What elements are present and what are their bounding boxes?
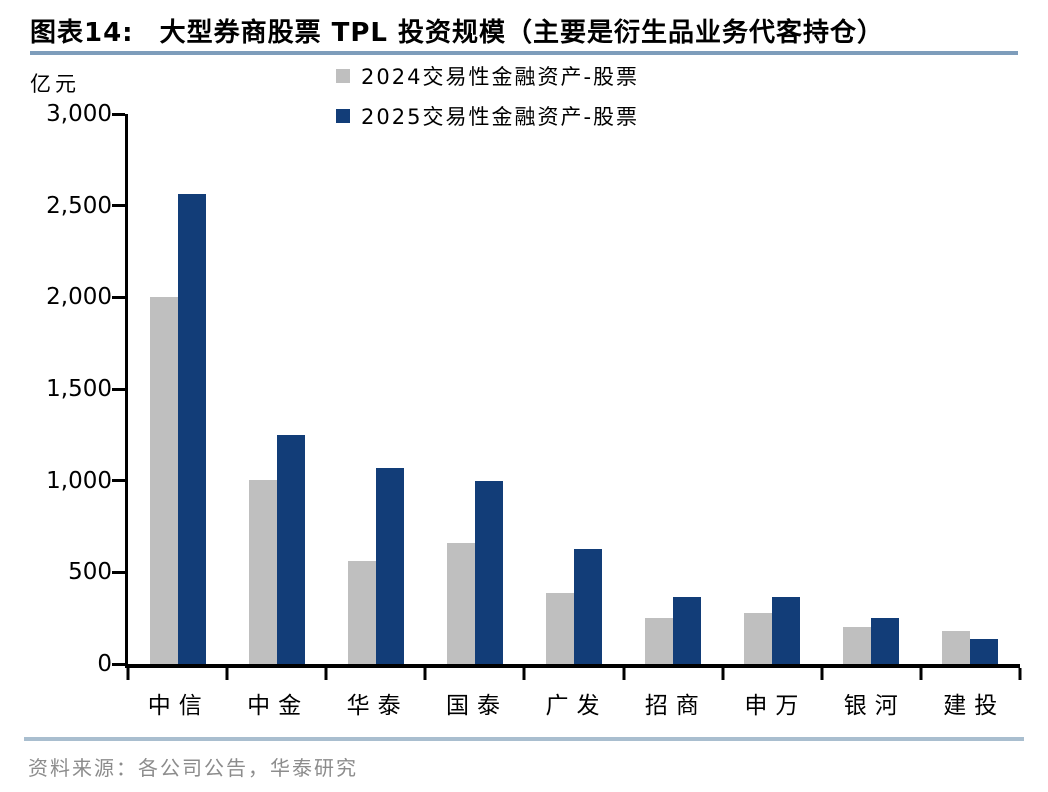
bar-group-广发 bbox=[524, 114, 623, 664]
x-tick-mark bbox=[919, 668, 923, 680]
bar-2024-招商 bbox=[645, 618, 674, 664]
y-axis-unit-label: 亿元 bbox=[30, 72, 80, 96]
y-tick-label: 0 bbox=[97, 651, 112, 677]
figure-title-text: 大型券商股票 TPL 投资规模（主要是衍生品业务代客持仓） bbox=[159, 18, 885, 48]
bar-2025-银河 bbox=[871, 618, 900, 664]
y-tick-label: 1,000 bbox=[46, 467, 112, 494]
bar-group-国泰 bbox=[425, 114, 524, 664]
y-tick-label: 500 bbox=[68, 559, 112, 586]
bar-2025-中金 bbox=[276, 434, 305, 664]
x-tick-mark bbox=[721, 668, 725, 680]
bar-2025-招商 bbox=[673, 597, 702, 664]
bar-group-建投 bbox=[921, 114, 1020, 664]
chart-legend: 2024交易性金融资产-股票 2025交易性金融资产-股票 bbox=[336, 60, 639, 131]
x-category-label-申万: 申万 bbox=[744, 693, 807, 719]
bar-group-银河 bbox=[822, 114, 921, 664]
y-tick-mark bbox=[112, 479, 125, 483]
x-tick-mark bbox=[423, 668, 427, 680]
legend-swatch-2025-icon bbox=[336, 108, 350, 123]
legend-item-2024: 2024交易性金融资产-股票 bbox=[336, 60, 639, 91]
x-category-label-国泰: 国泰 bbox=[446, 693, 509, 719]
source-text: 资料来源：各公司公告，华泰研究 bbox=[28, 756, 358, 780]
bar-2024-银河 bbox=[843, 627, 872, 664]
bar-2025-国泰 bbox=[474, 480, 503, 664]
y-tick-mark bbox=[112, 295, 125, 299]
x-tick-mark bbox=[1018, 668, 1022, 680]
y-tick-mark bbox=[112, 204, 125, 208]
y-tick-label: 3,000 bbox=[46, 101, 112, 127]
bar-2024-建投 bbox=[942, 631, 971, 664]
bar-2024-中信 bbox=[149, 297, 178, 664]
figure-label: 图表14: bbox=[30, 18, 134, 48]
bar-group-招商 bbox=[624, 114, 723, 664]
y-axis-tick-labels: 0 500 1,000 1,500 2,000 2,500 3,000 bbox=[14, 101, 112, 677]
bar-groups bbox=[128, 114, 1020, 664]
bar-group-申万 bbox=[723, 114, 822, 664]
bar-2025-华泰 bbox=[375, 467, 404, 664]
x-category-label-中信: 中信 bbox=[147, 693, 210, 719]
legend-label-2025: 2025交易性金融资产-股票 bbox=[361, 104, 640, 129]
bar-group-中金 bbox=[227, 114, 326, 664]
bar-2025-建投 bbox=[970, 639, 999, 664]
bar-2025-申万 bbox=[772, 597, 801, 664]
bar-2025-广发 bbox=[573, 548, 602, 664]
footer-rule bbox=[24, 737, 1024, 741]
legend-swatch-2024-icon bbox=[336, 68, 350, 83]
y-tick-mark bbox=[112, 112, 125, 116]
bar-2024-华泰 bbox=[347, 561, 376, 664]
x-category-label-建投: 建投 bbox=[943, 693, 1006, 719]
figure-title: 图表14: 大型券商股票 TPL 投资规模（主要是衍生品业务代客持仓） bbox=[30, 12, 1020, 49]
y-tick-mark bbox=[112, 662, 125, 666]
x-category-label-银河: 银河 bbox=[843, 693, 906, 719]
bar-group-中信 bbox=[128, 114, 227, 664]
x-axis-category-labels: 中信 中金 华泰 国泰 广发 招商 申万 银河 建投 bbox=[125, 686, 1020, 720]
x-tick-mark bbox=[225, 668, 229, 680]
bar-2024-国泰 bbox=[446, 543, 475, 664]
bar-2024-广发 bbox=[545, 593, 574, 664]
bar-2024-申万 bbox=[744, 612, 773, 664]
x-tick-mark bbox=[324, 668, 328, 680]
bar-group-华泰 bbox=[326, 114, 425, 664]
bar-2024-中金 bbox=[248, 479, 277, 664]
y-tick-mark bbox=[112, 570, 125, 574]
x-tick-mark bbox=[522, 668, 526, 680]
legend-label-2024: 2024交易性金融资产-股票 bbox=[361, 64, 640, 89]
x-axis-line bbox=[125, 664, 1020, 668]
bar-2025-中信 bbox=[177, 193, 206, 664]
y-tick-label: 2,500 bbox=[46, 192, 112, 219]
x-tick-mark bbox=[622, 668, 626, 680]
x-category-label-中金: 中金 bbox=[247, 693, 310, 719]
plot-area bbox=[112, 112, 1022, 680]
x-category-label-广发: 广发 bbox=[545, 693, 608, 719]
y-tick-label: 2,000 bbox=[46, 284, 112, 311]
x-tick-mark bbox=[126, 668, 130, 680]
x-category-label-招商: 招商 bbox=[644, 693, 707, 719]
y-tick-mark bbox=[112, 387, 125, 391]
y-tick-label: 1,500 bbox=[46, 376, 112, 402]
x-category-label-华泰: 华泰 bbox=[346, 693, 409, 719]
x-tick-mark bbox=[820, 668, 824, 680]
legend-item-2025: 2025交易性金融资产-股票 bbox=[336, 100, 639, 131]
title-rule bbox=[30, 51, 1018, 55]
